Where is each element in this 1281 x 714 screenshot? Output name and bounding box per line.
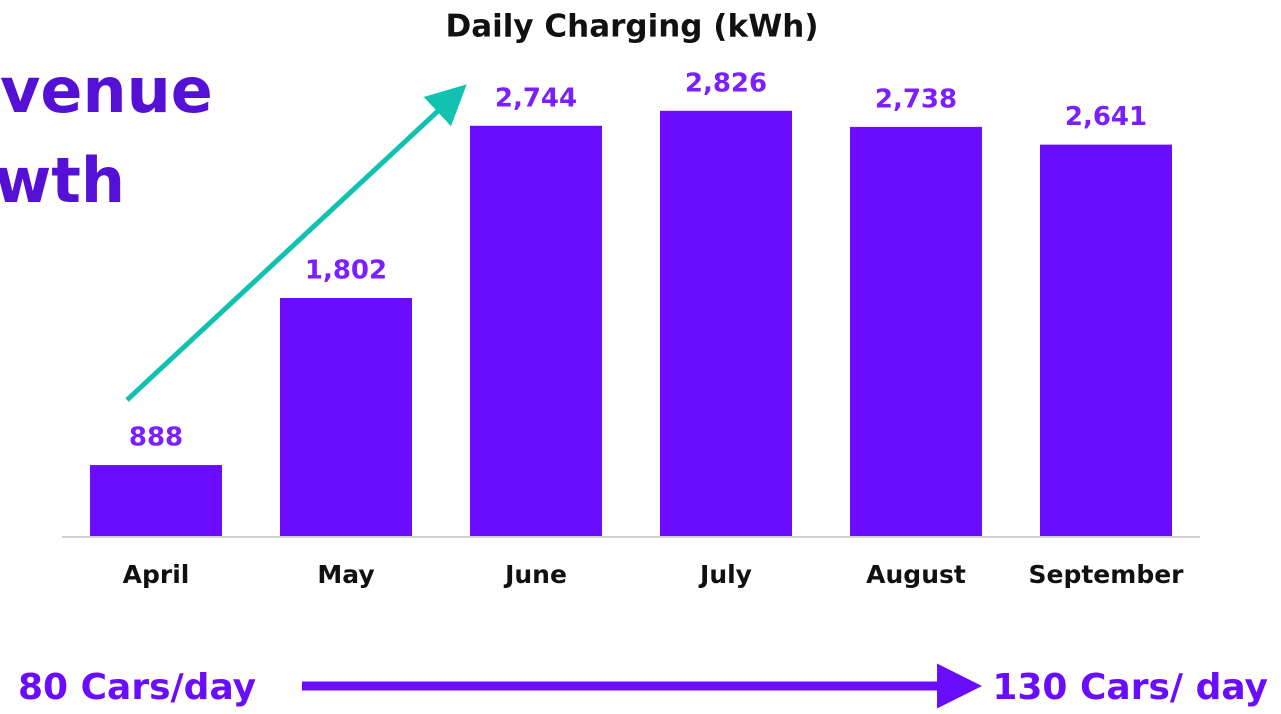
value-label: 1,802 (305, 255, 387, 285)
value-label: 2,744 (495, 83, 577, 113)
bar (660, 110, 792, 537)
bar (470, 125, 602, 536)
heading: wth (0, 144, 125, 217)
x-tick-label: June (503, 560, 567, 589)
annotation: 130 Cars/ day (992, 667, 1268, 708)
value-label: 2,738 (875, 84, 957, 114)
bar (1040, 144, 1172, 537)
x-tick-label: April (123, 560, 190, 589)
x-tick-label: September (1029, 560, 1185, 589)
bar (850, 126, 982, 536)
bar (90, 465, 222, 536)
value-label: 888 (129, 423, 183, 453)
value-label: 2,826 (685, 68, 767, 98)
bar (280, 297, 412, 536)
x-tick-label: May (317, 560, 374, 589)
growth-arrow (125, 84, 467, 402)
chart-title: Daily Charging (kWh) (445, 9, 818, 45)
annotation: 80 Cars/day (18, 667, 256, 708)
x-tick-label: August (866, 560, 966, 589)
heading: venue (0, 54, 213, 127)
value-label: 2,641 (1065, 102, 1147, 132)
x-tick-label: July (698, 560, 752, 589)
